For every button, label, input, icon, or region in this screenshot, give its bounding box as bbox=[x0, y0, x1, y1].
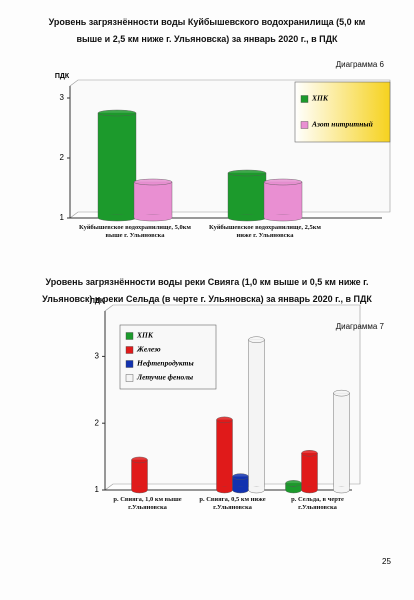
chart-title: Уровень загрязнённости воды Куйбышевског… bbox=[48, 17, 366, 44]
bar-body bbox=[133, 181, 173, 219]
legend-box bbox=[294, 81, 391, 143]
bar-cover bbox=[264, 215, 302, 218]
legend-label: ХПК bbox=[311, 94, 329, 103]
legend-label: Летучие фенолы bbox=[136, 373, 193, 382]
bar bbox=[131, 456, 148, 494]
bar-body bbox=[263, 181, 303, 219]
bar bbox=[232, 473, 249, 494]
bar-top bbox=[285, 480, 302, 487]
chart-title: Уровень загрязнённости воды реки Свияга … bbox=[42, 277, 372, 304]
y-tick-label: 3 bbox=[60, 93, 65, 102]
bar-cover bbox=[98, 215, 136, 218]
page-number: 25 bbox=[382, 557, 391, 566]
legend-label: Азот нитритный bbox=[311, 120, 373, 129]
legend-swatch bbox=[125, 360, 134, 368]
bar bbox=[216, 416, 233, 494]
legend-label: Нефтепродукты bbox=[136, 359, 194, 368]
bar-body bbox=[248, 339, 265, 491]
bar-body bbox=[227, 172, 267, 219]
bar bbox=[133, 178, 173, 222]
bar-cover bbox=[216, 487, 233, 490]
y-axis-label: ПДК bbox=[55, 73, 70, 80]
y-tick-label: 3 bbox=[95, 352, 100, 361]
bar-top bbox=[263, 178, 303, 186]
bar-body bbox=[301, 453, 318, 491]
x-tick-label: р. Сельда, в черте г.Ульяновска bbox=[291, 496, 344, 511]
legend-label: Железо bbox=[136, 345, 161, 354]
legend-swatch bbox=[125, 346, 134, 354]
bar bbox=[227, 169, 267, 222]
bar-cover bbox=[301, 487, 318, 490]
y-tick-label: 1 bbox=[60, 213, 65, 222]
legend-box bbox=[119, 324, 217, 390]
bar-body bbox=[131, 459, 148, 491]
bar-cover bbox=[285, 487, 302, 490]
y-tick-label: 2 bbox=[60, 153, 65, 162]
bar-top bbox=[232, 473, 249, 480]
bar bbox=[301, 450, 318, 494]
bar-top bbox=[301, 450, 318, 457]
y-tick-label: 2 bbox=[95, 418, 100, 427]
x-tick-label: Куйбышевское водохранилище, 2,5км ниже г… bbox=[209, 224, 321, 239]
bar-body bbox=[97, 112, 137, 219]
bar-top bbox=[333, 389, 350, 397]
bar bbox=[333, 389, 350, 494]
legend-label: ХПК bbox=[136, 331, 154, 340]
bar-top bbox=[133, 178, 173, 186]
bar-cover bbox=[131, 487, 148, 490]
legend-swatch bbox=[300, 95, 309, 103]
bar-cover bbox=[228, 215, 266, 218]
bar-top bbox=[97, 109, 137, 117]
bar-cover bbox=[333, 487, 350, 490]
bar-top bbox=[131, 456, 148, 464]
bar-body bbox=[216, 419, 233, 491]
y-tick-label: 1 bbox=[95, 485, 100, 494]
diagram-label: Диаграмма 7 bbox=[335, 322, 384, 331]
bar bbox=[97, 109, 137, 222]
bar bbox=[285, 480, 302, 494]
x-tick-label: Куйбышевское водохранилище, 5,0км выше г… bbox=[79, 224, 191, 239]
bar-top bbox=[216, 416, 233, 424]
legend-swatch bbox=[125, 374, 134, 382]
legend-swatch bbox=[300, 121, 309, 129]
x-tick-label: р. Свияга, 1,0 км выше г.Ульяновска bbox=[113, 496, 182, 511]
diagram-label: Диаграмма 6 bbox=[335, 60, 384, 69]
bar bbox=[248, 336, 265, 494]
x-tick-label: р. Свияга, 0,5 км ниже г.Ульяновска bbox=[199, 496, 266, 511]
bar-top bbox=[248, 336, 265, 343]
bar-cover bbox=[232, 487, 249, 490]
bar-body bbox=[333, 392, 350, 491]
bar-cover bbox=[134, 215, 172, 218]
bar-cover bbox=[248, 487, 265, 490]
bar bbox=[263, 178, 303, 222]
bar-top bbox=[227, 169, 267, 177]
y-axis-label: ПДК bbox=[90, 298, 105, 305]
legend-swatch bbox=[125, 332, 134, 340]
